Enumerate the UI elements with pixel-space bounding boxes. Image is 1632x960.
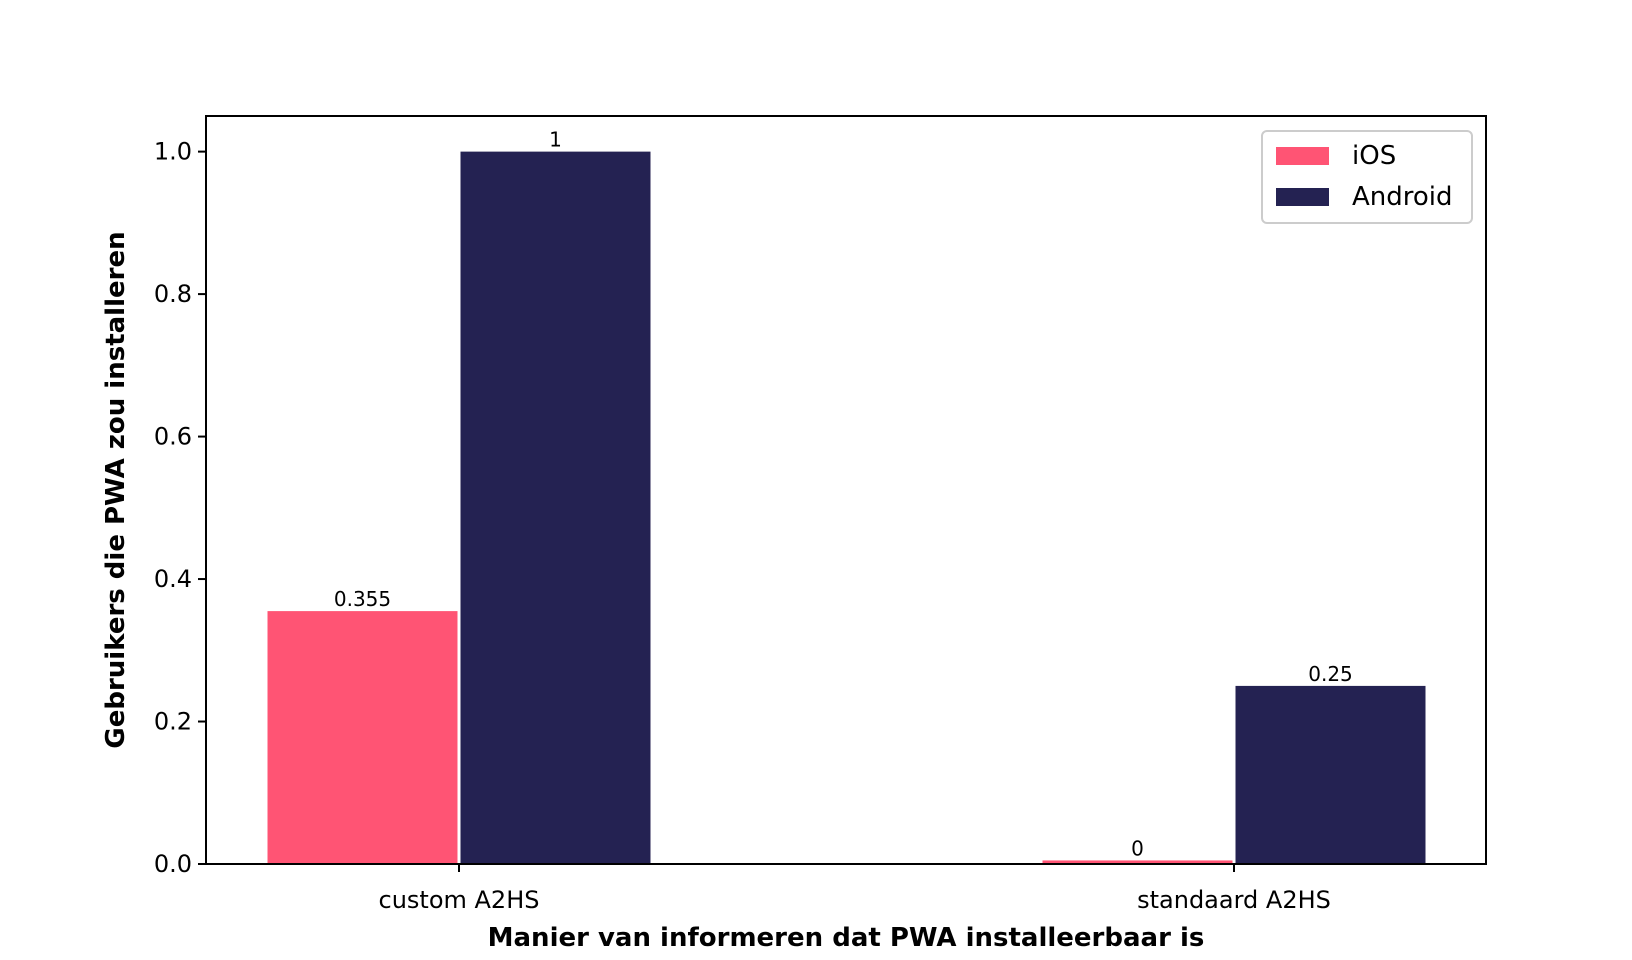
legend-label-android: Android — [1352, 182, 1453, 212]
x-axis-label: Manier van informeren dat PWA installeer… — [488, 923, 1205, 953]
bar-android-2 — [1235, 685, 1426, 864]
data-label-ios-2: 0 — [1131, 836, 1144, 860]
y-axis-label: Gebruikers die PWA zou installeren — [101, 231, 131, 748]
legend: iOS Android — [1261, 130, 1473, 224]
bar-ios-2 — [1042, 860, 1233, 864]
bars-group — [267, 151, 1426, 865]
legend-label-ios: iOS — [1352, 141, 1396, 171]
data-label-ios-1: 0.355 — [334, 587, 391, 611]
bar-ios-1 — [267, 611, 458, 864]
data-labels-group: 0.355 0 1 0.25 — [334, 128, 1353, 861]
y-tick-label: 1.0 — [154, 138, 192, 166]
x-axis: custom A2HS standaard A2HS — [379, 864, 1331, 914]
y-axis: 0.0 0.2 0.4 0.6 0.8 1.0 — [154, 138, 206, 878]
y-tick-label: 0.6 — [154, 423, 192, 451]
y-tick-label: 0.0 — [154, 850, 192, 878]
legend-swatch-ios — [1276, 147, 1329, 165]
data-label-android-2: 0.25 — [1308, 662, 1353, 686]
bar-android-1 — [460, 151, 651, 865]
x-tick-label: custom A2HS — [379, 886, 540, 914]
y-tick-label: 0.8 — [154, 280, 192, 308]
y-tick-label: 0.4 — [154, 565, 192, 593]
legend-swatch-android — [1276, 188, 1329, 206]
y-tick-label: 0.2 — [154, 708, 192, 736]
data-label-android-1: 1 — [549, 128, 562, 152]
plot-frame — [205, 115, 1487, 865]
x-tick-label: standaard A2HS — [1137, 886, 1331, 914]
